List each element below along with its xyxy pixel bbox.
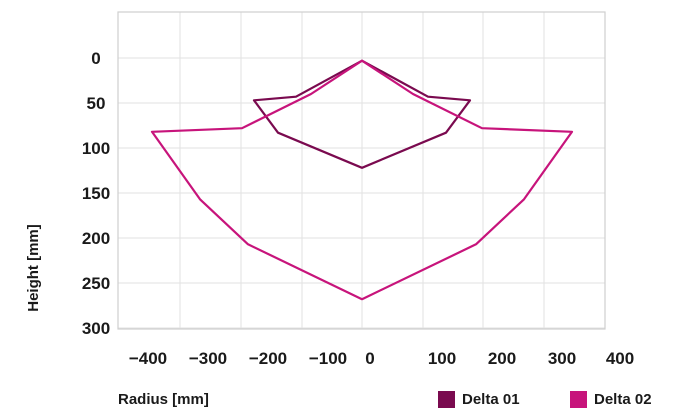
x-tick-label-0: 0 — [365, 349, 374, 368]
y-tick-label-250: 250 — [82, 274, 110, 293]
x-tick-label--200: −200 — [249, 349, 287, 368]
x-tick-label-200: 200 — [488, 349, 516, 368]
x-tick-label-400: 400 — [606, 349, 634, 368]
y-tick-labels: 0 50 100 150 200 250 300 — [82, 49, 110, 338]
y-tick-label-300: 300 — [82, 319, 110, 338]
y-tick-label-150: 150 — [82, 184, 110, 203]
y-tick-label-100: 100 — [82, 139, 110, 158]
y-tick-label-200: 200 — [82, 229, 110, 248]
y-tick-label-50: 50 — [87, 94, 106, 113]
y-tick-label-0: 0 — [91, 49, 100, 68]
legend-label-delta-02: Delta 02 — [594, 391, 652, 408]
legend-swatch-delta-01 — [438, 391, 455, 408]
series-line-delta-01 — [252, 59, 472, 169]
x-tick-label--300: −300 — [189, 349, 227, 368]
series-layer — [150, 59, 574, 301]
legend: Delta 01 Delta 02 — [438, 391, 652, 408]
y-axis-title: Height [mm] — [25, 224, 42, 312]
x-tick-label-100: 100 — [428, 349, 456, 368]
x-tick-label-300: 300 — [548, 349, 576, 368]
series-line-delta-02 — [150, 59, 574, 301]
plot-area-border — [117, 11, 606, 330]
x-axis-title: Radius [mm] — [118, 391, 209, 408]
x-tick-labels: −400 −300 −200 −100 0 100 200 300 400 — [129, 349, 634, 368]
x-tick-label--100: −100 — [309, 349, 347, 368]
legend-label-delta-01: Delta 01 — [462, 391, 520, 408]
grid-lines — [118, 12, 605, 329]
x-tick-label--400: −400 — [129, 349, 167, 368]
legend-swatch-delta-02 — [570, 391, 587, 408]
